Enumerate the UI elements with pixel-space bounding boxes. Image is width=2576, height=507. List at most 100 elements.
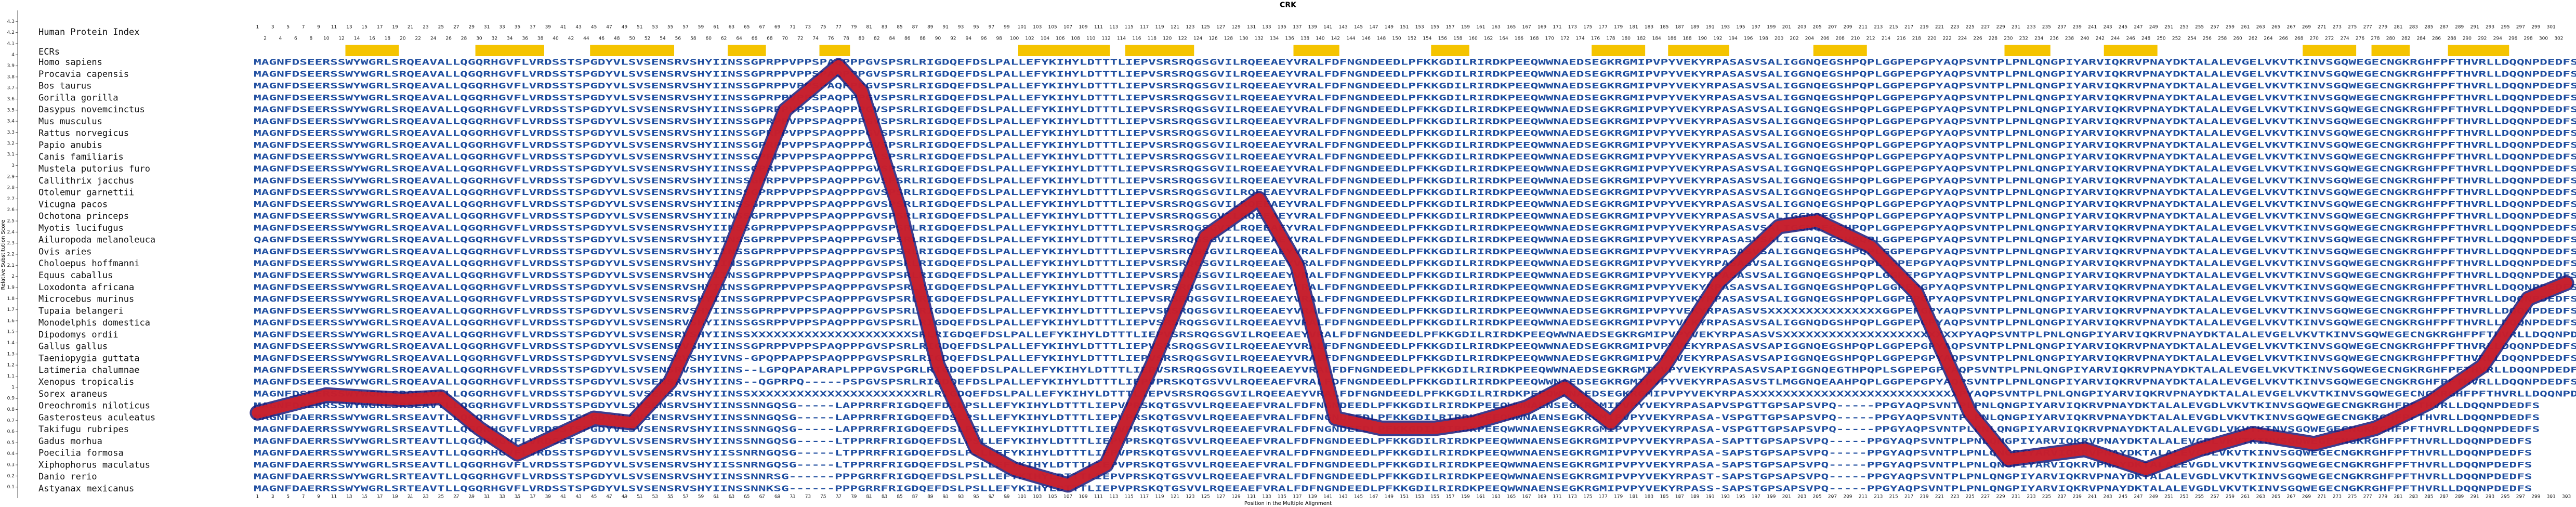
x-tick-label: 3 xyxy=(271,495,274,500)
index-label: 237 xyxy=(2057,25,2066,30)
sequence: MAGNFDSEERSSWYWGRLSRQEAVALLQGQRHGVFLVRDS… xyxy=(254,271,2576,280)
y-tick-label: 2.7 xyxy=(7,197,15,202)
species-name: Dasypus novemcinctus xyxy=(38,105,145,115)
y-tick-label: 1.8 xyxy=(7,296,15,302)
y-tick-label: 3 xyxy=(11,163,15,168)
x-tick-label: 199 xyxy=(1767,495,1776,500)
x-tick-label: 35 xyxy=(515,495,520,500)
index-label: 205 xyxy=(1813,25,1822,30)
index-label: 254 xyxy=(2187,36,2196,42)
index-label: 34 xyxy=(507,36,513,42)
index-label: 93 xyxy=(958,25,964,30)
index-label: 143 xyxy=(1339,25,1348,30)
index-label: 241 xyxy=(2088,25,2097,30)
species-name: Canis familiaris xyxy=(38,152,124,162)
index-label: 275 xyxy=(2348,25,2357,30)
index-label: 41 xyxy=(560,25,566,30)
index-label: 182 xyxy=(1637,36,1646,42)
x-tick-label: 23 xyxy=(423,495,428,500)
y-tick-label: 1.3 xyxy=(7,352,15,357)
index-label: 278 xyxy=(2371,36,2380,42)
index-label: 13 xyxy=(346,25,352,30)
index-label: 67 xyxy=(759,25,765,30)
index-label: 128 xyxy=(1224,36,1233,42)
x-tick-label: 79 xyxy=(851,495,857,500)
index-label: 164 xyxy=(1499,36,1508,42)
index-label: 90 xyxy=(935,36,941,42)
index-label: 47 xyxy=(606,25,612,30)
x-tick-label: 7 xyxy=(302,495,305,500)
y-tick-label: 1.6 xyxy=(7,318,15,323)
index-label: 15 xyxy=(362,25,367,30)
x-tick-label: 105 xyxy=(1048,495,1057,500)
x-tick-label: 157 xyxy=(1445,495,1454,500)
species-name: Taeniopygia guttata xyxy=(38,353,139,363)
x-tick-label: 279 xyxy=(2378,495,2387,500)
index-label: 299 xyxy=(2531,25,2540,30)
index-label: 91 xyxy=(942,25,948,30)
sequence: MAGNFDSEERSSWYWGRLSRQEAVALLQGQRHGVFLVRDS… xyxy=(254,81,2576,90)
index-label: 251 xyxy=(2164,25,2173,30)
index-label: 105 xyxy=(1048,25,1057,30)
x-tick-label: 123 xyxy=(1186,495,1194,500)
x-tick-label: 19 xyxy=(392,495,398,500)
y-tick-label: 0.6 xyxy=(7,430,15,435)
index-label: 113 xyxy=(1109,25,1118,30)
index-label: 185 xyxy=(1660,25,1668,30)
index-label: 62 xyxy=(721,36,727,42)
y-tick-label: 3.9 xyxy=(7,63,15,69)
index-label: 141 xyxy=(1323,25,1332,30)
x-tick-label: 263 xyxy=(2256,495,2265,500)
x-tick-label: 187 xyxy=(1675,495,1684,500)
species-name: Homo sapiens xyxy=(38,57,102,68)
index-label: 287 xyxy=(2440,25,2449,30)
index-label: 293 xyxy=(2486,25,2494,30)
index-label: 200 xyxy=(1775,36,1783,42)
index-label: 55 xyxy=(667,25,673,30)
sequence: MAGNFDSEERSSWYWGRLSRQEAVALLQGQRHGVFLVRDS… xyxy=(254,116,2576,126)
index-label: 248 xyxy=(2141,36,2150,42)
x-tick-label: 137 xyxy=(1293,495,1302,500)
index-label: 136 xyxy=(1285,36,1294,42)
index-label: 209 xyxy=(1843,25,1852,30)
index-label: Human Protein Index xyxy=(38,27,139,37)
x-tick-label: 85 xyxy=(897,495,902,500)
index-label: 266 xyxy=(2279,36,2288,42)
index-label: 158 xyxy=(1453,36,1462,42)
sequence: QAGNFDSEERSSWYWGRLSRQEAVALLQGQRHGVFLVRDS… xyxy=(254,235,2576,244)
index-label: 148 xyxy=(1377,36,1386,42)
index-label: 295 xyxy=(2501,25,2509,30)
x-tick-label: 139 xyxy=(1308,495,1317,500)
index-label: 87 xyxy=(912,25,918,30)
index-label: 201 xyxy=(1782,25,1791,30)
x-tick-label: 169 xyxy=(1537,495,1546,500)
index-label: 144 xyxy=(1346,36,1355,42)
index-label: 259 xyxy=(2226,25,2235,30)
index-label: 73 xyxy=(805,25,811,30)
ecr-block xyxy=(2371,45,2410,56)
index-label: 36 xyxy=(522,36,528,42)
sequence: MAGNFDSEERSSWYWGRLSRQEAVALLQGQRHGVFLVRDS… xyxy=(254,93,2576,102)
x-tick-label: 171 xyxy=(1553,495,1561,500)
index-label: 246 xyxy=(2126,36,2135,42)
species-name: Gasterosteus aculeatus xyxy=(38,412,155,423)
index-label: 120 xyxy=(1163,36,1172,42)
species-name: Dipodomys ordii xyxy=(38,330,119,340)
x-tick-label: 251 xyxy=(2164,495,2173,500)
index-label: 140 xyxy=(1316,36,1324,42)
x-tick-label: 287 xyxy=(2440,495,2449,500)
x-tick-label: 141 xyxy=(1323,495,1332,500)
y-tick-label: 2.2 xyxy=(7,252,15,257)
x-tick-label: 285 xyxy=(2424,495,2433,500)
index-label: 94 xyxy=(966,36,972,42)
y-tick-label: 1.1 xyxy=(7,374,15,379)
index-label: 260 xyxy=(2233,36,2242,42)
index-label: 187 xyxy=(1675,25,1684,30)
index-label: 227 xyxy=(1981,25,1990,30)
x-tick-label: 261 xyxy=(2241,495,2250,500)
index-label: 229 xyxy=(1996,25,2005,30)
index-label: 35 xyxy=(515,25,520,30)
index-label: 33 xyxy=(499,25,505,30)
index-label: 211 xyxy=(1859,25,1868,30)
